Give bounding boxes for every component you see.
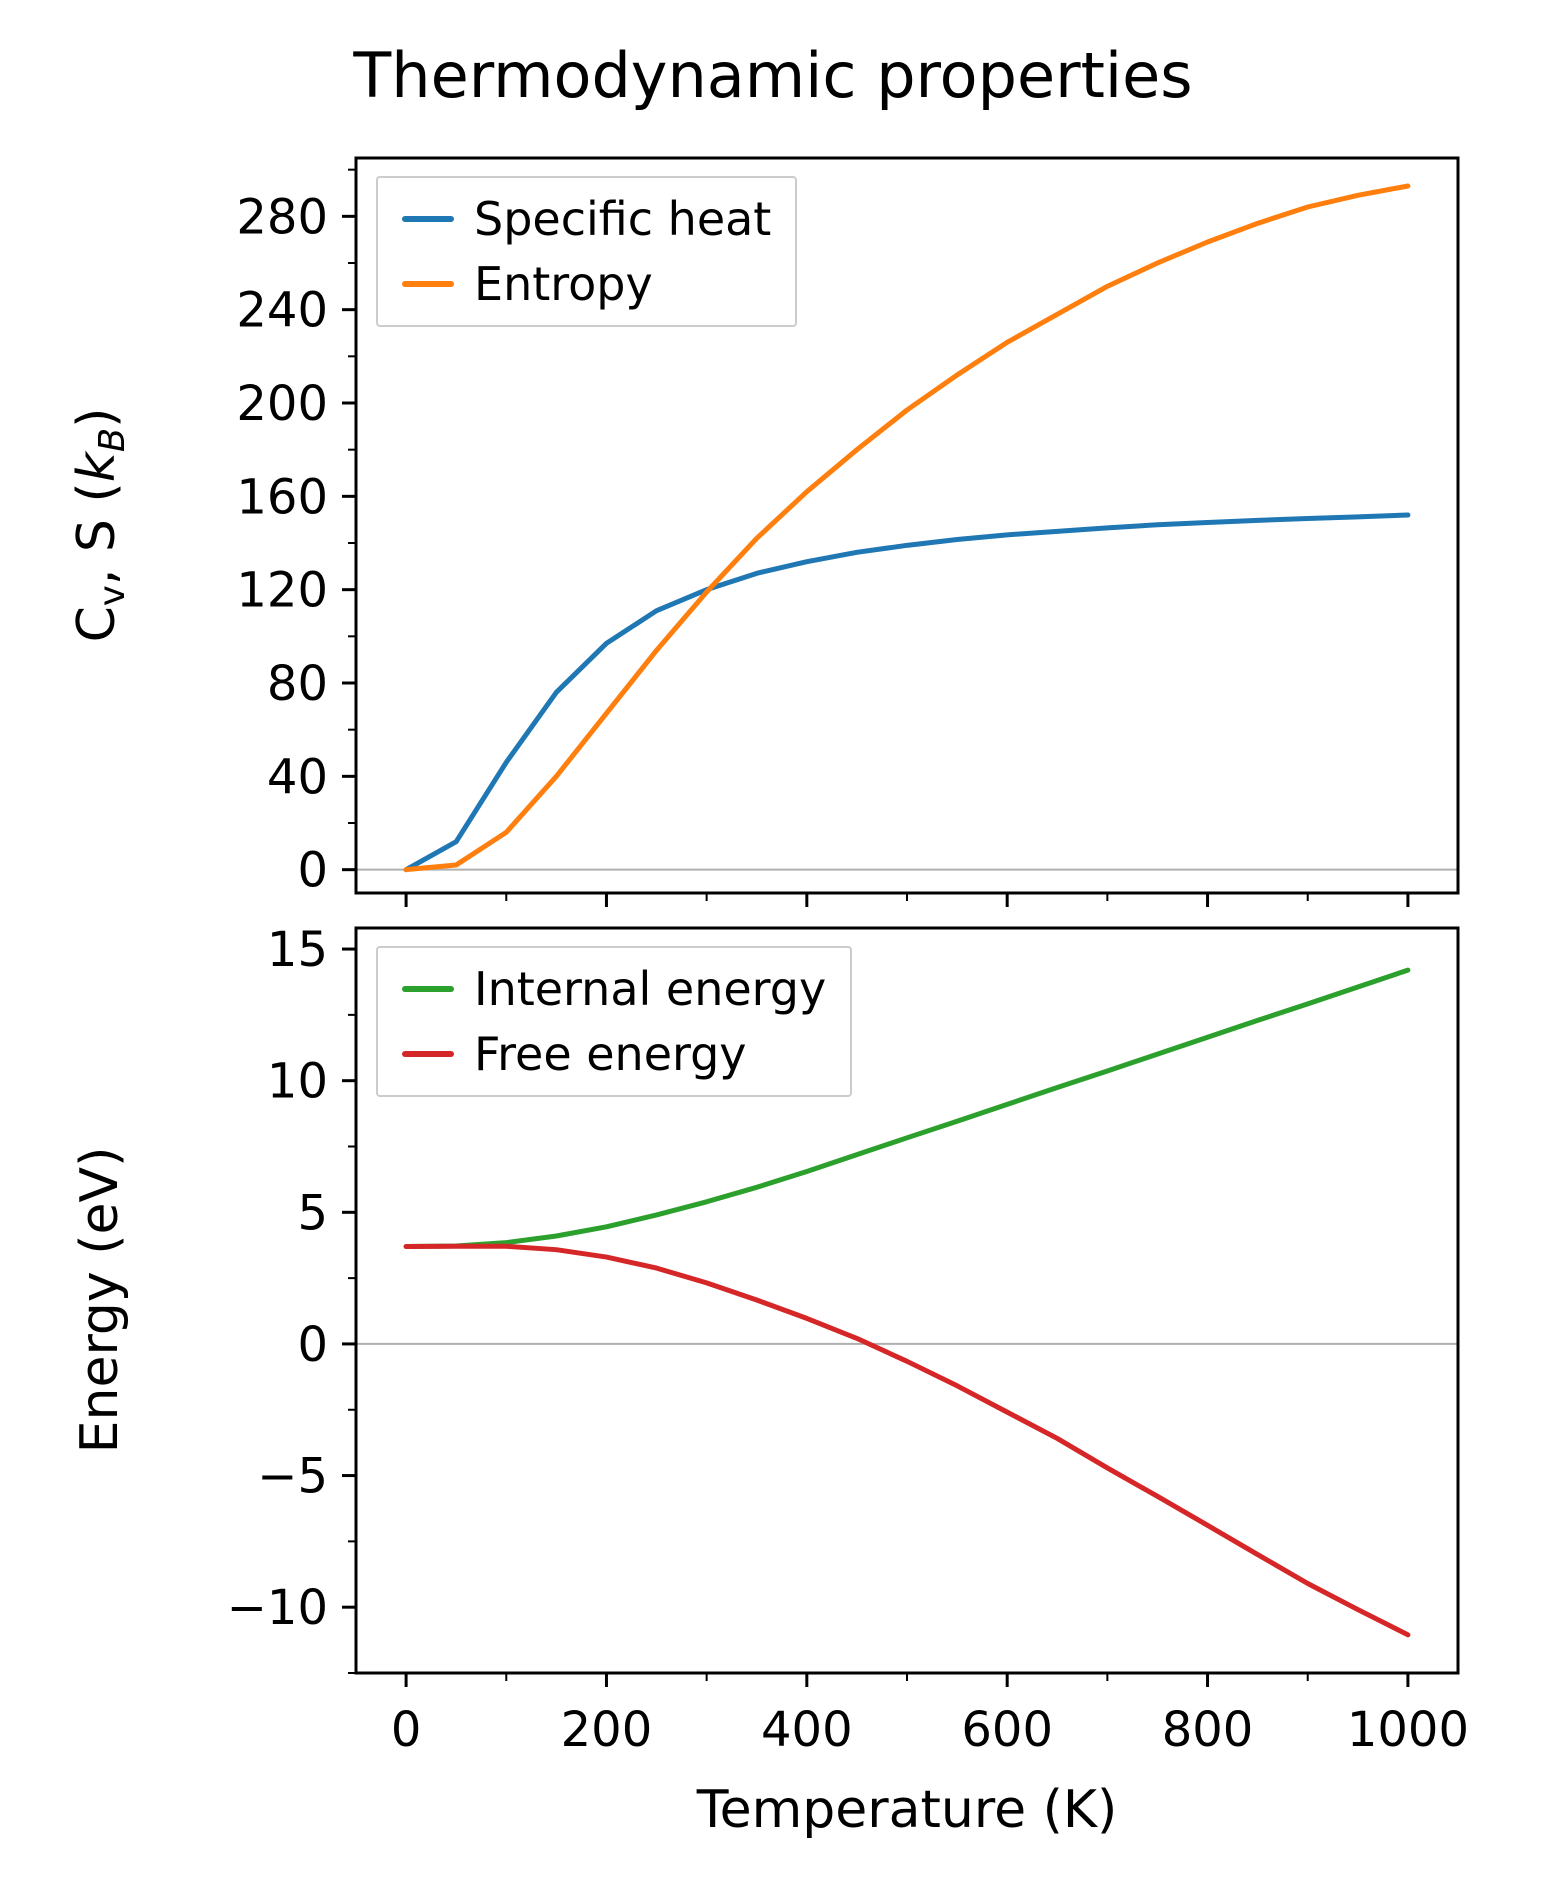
top-y-axis-label: Cv, S (kB) [67,407,133,643]
legend-swatch-specific-heat [402,216,454,223]
svg-text:0: 0 [297,843,328,899]
legend-item-specific-heat: Specific heat [402,194,771,245]
legend-top: Specific heat Entropy [376,176,798,328]
svg-text:40: 40 [267,749,328,805]
legend-label-internal-energy: Internal energy [474,962,827,1016]
top-plot-cv-entropy: 0 40 80 120 160 200 240 280 [236,156,1460,907]
svg-text:0: 0 [391,1702,422,1758]
legend-item-internal-energy: Internal energy [402,964,826,1015]
legend-swatch-internal-energy [402,986,454,993]
legend-item-free-energy: Free energy [402,1026,826,1081]
legend-label-entropy: Entropy [474,256,653,311]
svg-text:200: 200 [561,1702,653,1758]
bottom-y-axis-label: Energy (eV) [70,1146,130,1454]
legend-label-specific-heat: Specific heat [474,192,772,246]
x-axis-label: Temperature (K) [696,1780,1118,1840]
svg-text:200: 200 [236,376,328,432]
svg-text:−5: −5 [257,1449,328,1505]
legend-label-free-energy: Free energy [474,1026,747,1081]
legend-item-entropy: Entropy [402,256,771,311]
svg-text:600: 600 [961,1702,1053,1758]
chart-title: Thermodynamic properties [353,39,1193,112]
svg-text:0: 0 [297,1317,328,1373]
svg-text:80: 80 [267,656,328,712]
legend-bottom: Internal energy Free energy [376,946,853,1098]
svg-text:10: 10 [267,1054,328,1110]
svg-text:120: 120 [236,563,328,619]
legend-swatch-free-energy [402,1050,454,1057]
svg-text:800: 800 [1162,1702,1254,1758]
legend-swatch-entropy [402,280,454,287]
svg-text:160: 160 [236,469,328,525]
svg-text:280: 280 [236,189,328,245]
svg-text:5: 5 [297,1185,328,1241]
svg-text:1000: 1000 [1347,1702,1469,1758]
bottom-plot-energy: 0 200 400 600 800 1000 −10 −5 0 5 10 15 [227,922,1469,1758]
svg-text:−10: −10 [227,1580,328,1636]
svg-text:240: 240 [236,283,328,339]
svg-text:15: 15 [267,922,328,978]
svg-text:400: 400 [761,1702,853,1758]
